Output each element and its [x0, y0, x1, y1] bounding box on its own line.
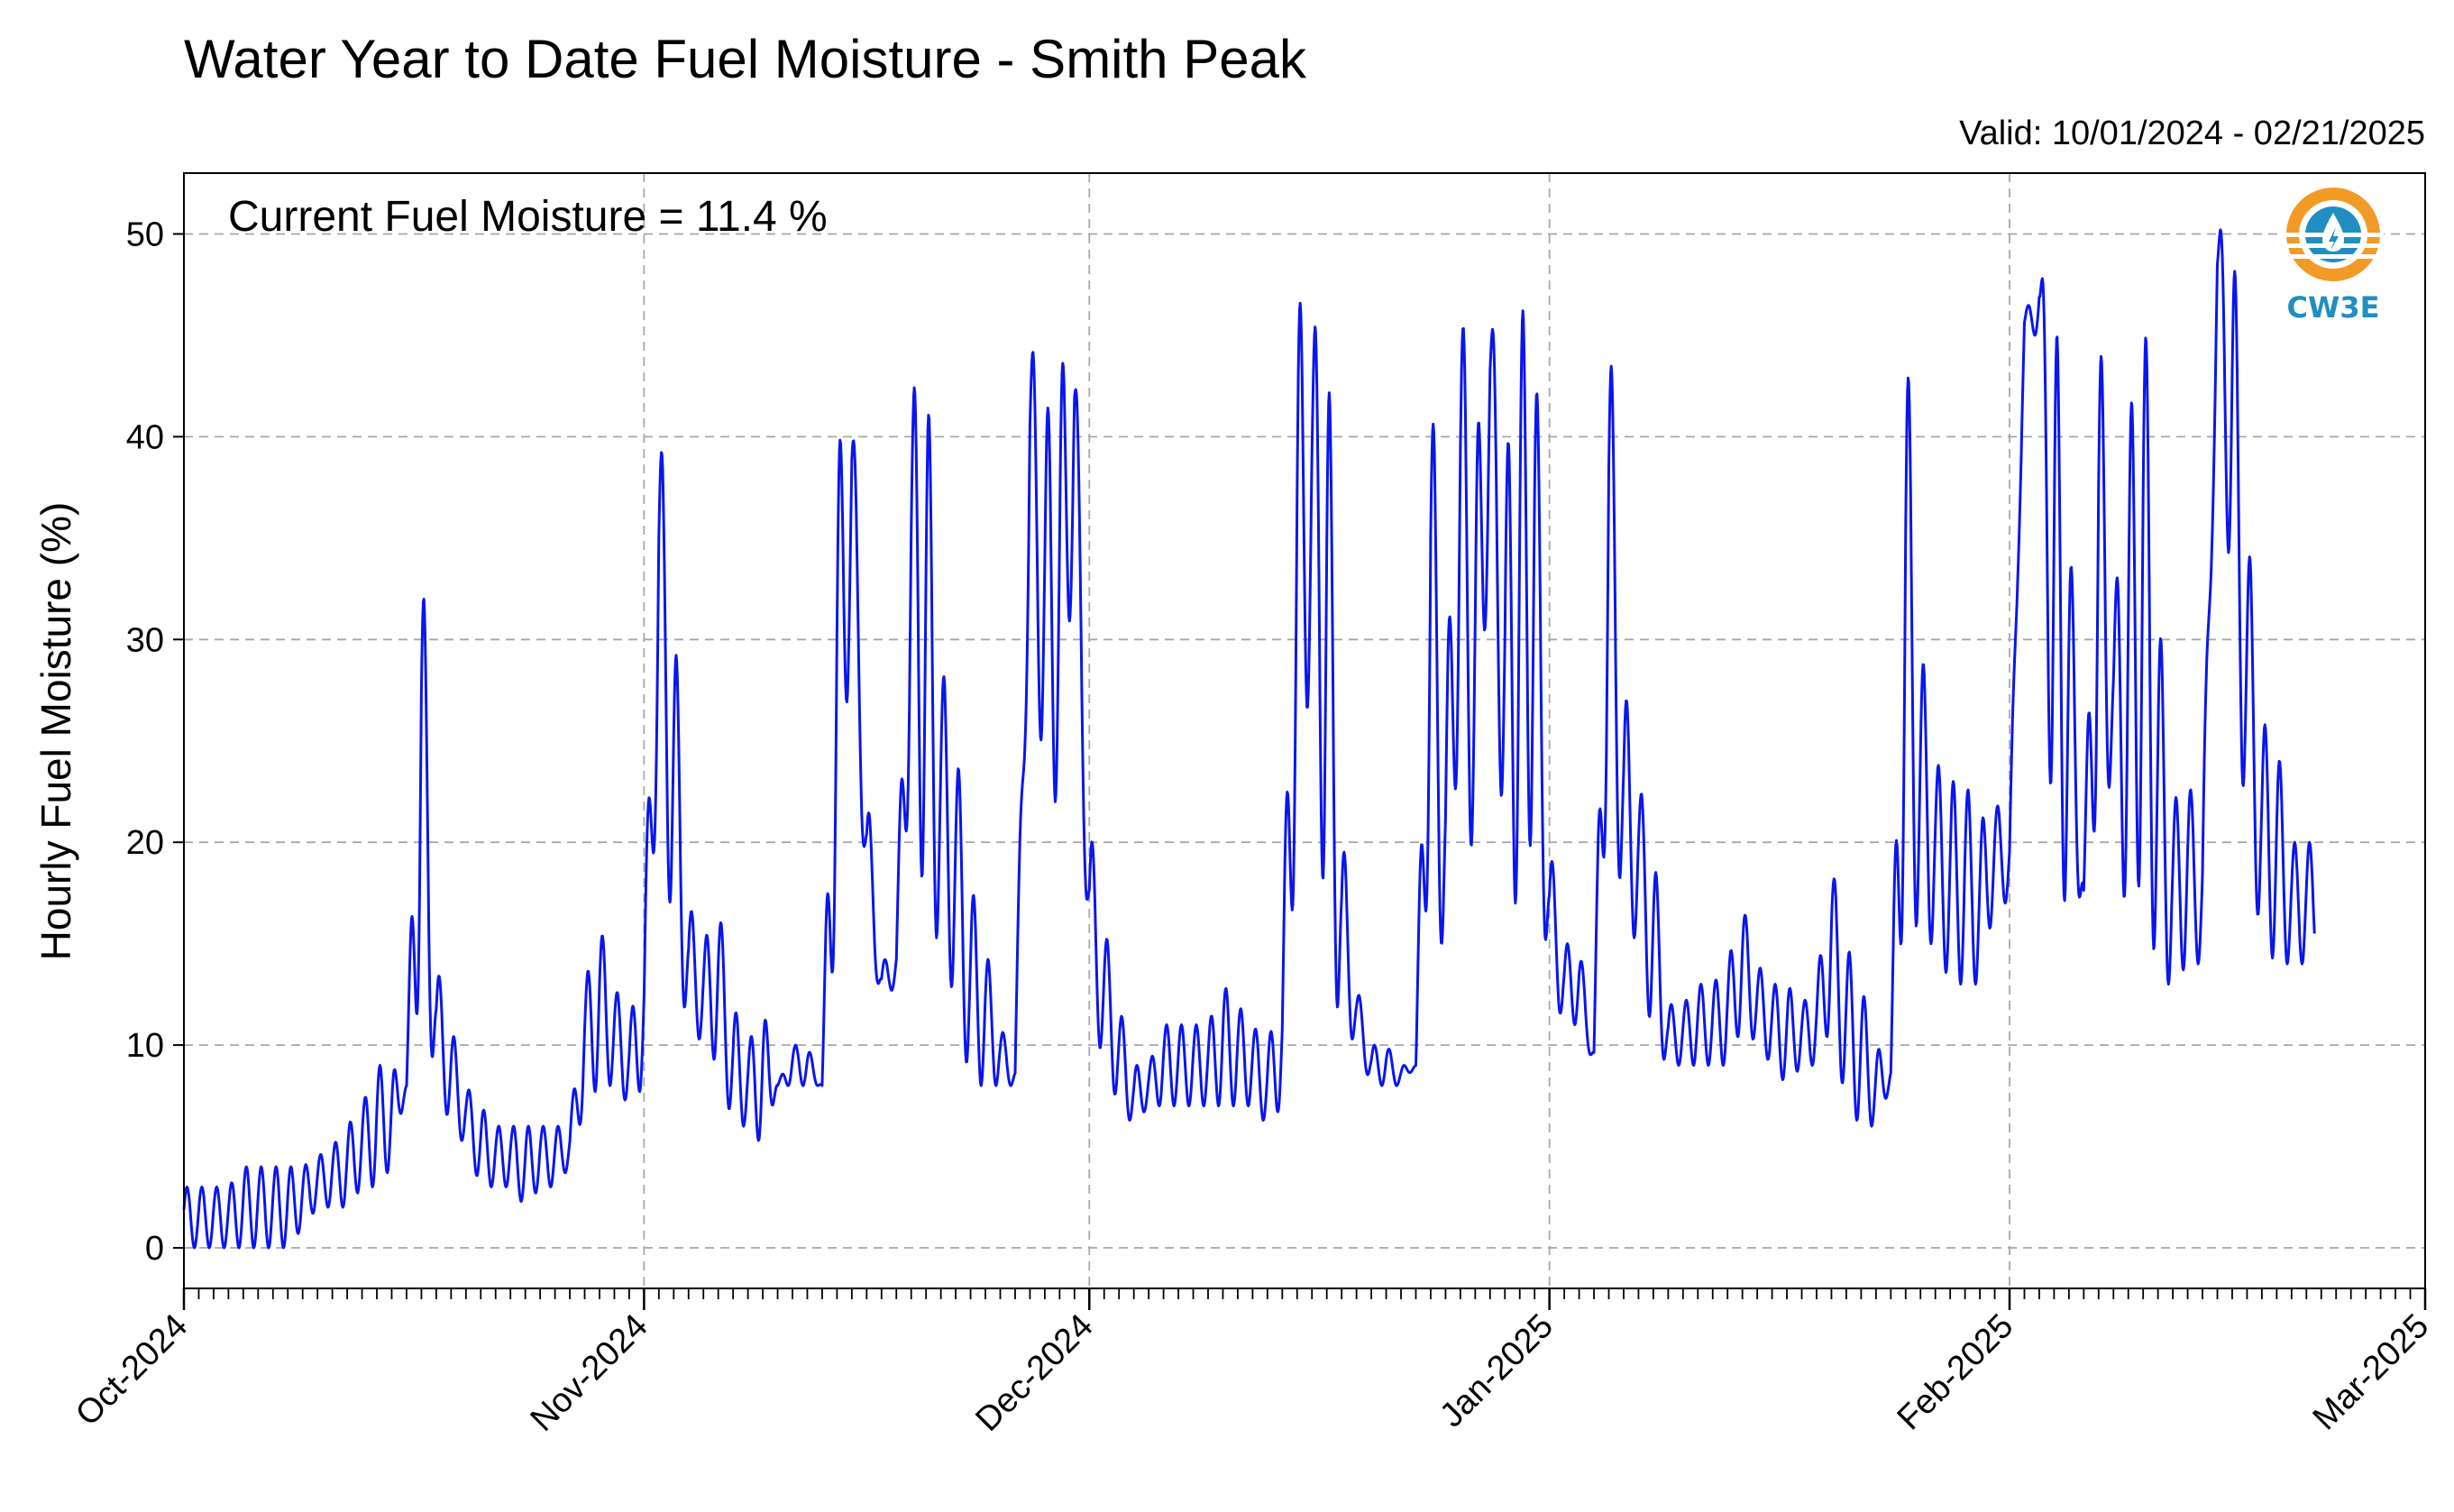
x-tick-label: Feb-2025	[1891, 1307, 2021, 1438]
valid-date-range: Valid: 10/01/2024 - 02/21/2025	[1959, 115, 2425, 152]
x-tick-label: Jan-2025	[1433, 1307, 1561, 1435]
plot-frame	[183, 172, 2426, 1289]
x-tick-label: Dec-2024	[968, 1307, 1100, 1439]
y-tick-label: 0	[145, 1230, 164, 1268]
x-tick-label: Mar-2025	[2306, 1307, 2437, 1438]
x-tick-label: Oct-2024	[69, 1307, 195, 1434]
cw3e-logo: CW3E	[2283, 188, 2384, 325]
cw3e-logo-text: CW3E	[2287, 290, 2380, 325]
fuel-moisture-series-line	[182, 228, 2316, 1250]
x-tick-label: Nov-2024	[524, 1307, 655, 1439]
x-axis-ticks: Oct-2024 Nov-2024 Dec-2024 Jan-2025 Feb-2025…	[69, 1288, 2436, 1439]
y-axis-label: Hourly Fuel Moisture (%)	[32, 502, 79, 961]
chart-title: Water Year to Date Fuel Moisture - Smith…	[184, 29, 1307, 89]
y-tick-label: 10	[126, 1027, 164, 1065]
y-tick-label: 50	[126, 215, 164, 253]
y-tick-label: 20	[126, 824, 164, 862]
y-tick-label: 40	[126, 418, 164, 456]
y-axis-ticks: 0 10 20 30 40 50	[126, 215, 184, 1268]
y-tick-label: 30	[126, 621, 164, 659]
current-fuel-moisture-annotation: Current Fuel Moisture = 11.4 %	[228, 193, 828, 241]
